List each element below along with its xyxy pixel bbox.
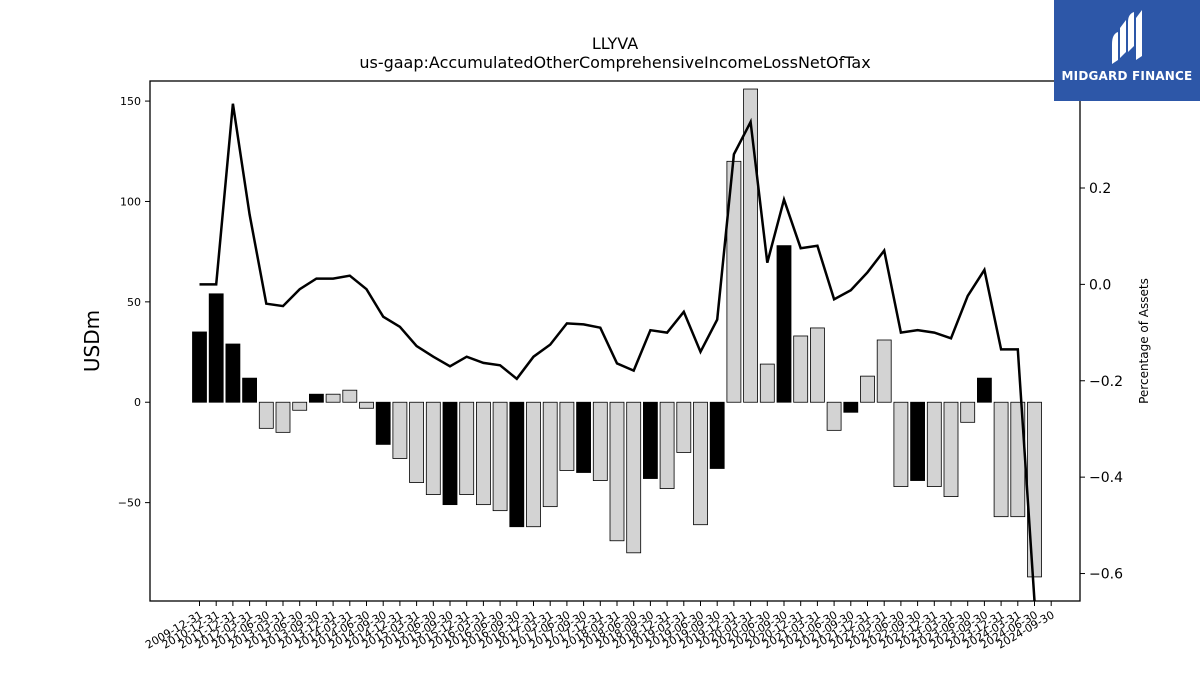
bar-2013-06-30 xyxy=(292,401,308,411)
y2-tick-label: 0.0 xyxy=(1089,277,1111,293)
bar-2023-12-31 xyxy=(993,401,1009,518)
y-tick-label: 150 xyxy=(120,95,141,108)
bar-2013-09-30 xyxy=(308,393,324,403)
percentage-line xyxy=(199,103,1036,602)
bar-2018-09-30 xyxy=(643,401,658,479)
bar-2018-12-31 xyxy=(659,401,675,489)
bar-2020-09-30 xyxy=(776,245,792,403)
bar-2015-12-31 xyxy=(459,401,475,495)
bar-2010-12-31 xyxy=(208,293,224,403)
bar-2018-06-30 xyxy=(626,401,642,554)
y-tick-label: 50 xyxy=(127,296,141,309)
y-axis-left: 150 100 50 0 −50 xyxy=(118,95,150,510)
bar-2017-03-31 xyxy=(542,401,558,508)
y2-tick-label: −0.6 xyxy=(1089,567,1123,583)
bar-2012-03-31 xyxy=(242,377,258,403)
bar-2020-03-31 xyxy=(743,88,758,403)
bar-2021-12-31 xyxy=(860,375,875,403)
line-layer xyxy=(199,103,1036,602)
bar-2014-09-30 xyxy=(375,401,391,445)
bar-2013-12-31 xyxy=(325,393,341,403)
midgard-logo-icon xyxy=(1112,10,1142,64)
bar-2016-09-30 xyxy=(509,401,525,528)
bar-2013-03-31 xyxy=(275,401,291,433)
brand-logo: MIDGARD FINANCE xyxy=(1054,0,1200,101)
y2-tick-label: −0.4 xyxy=(1089,470,1123,486)
bar-2020-12-31 xyxy=(793,335,809,403)
x-axis: 2009-12-312010-12-312011-12-312012-03-31… xyxy=(143,601,1057,652)
bar-2015-09-30 xyxy=(442,401,458,506)
bar-2016-06-30 xyxy=(492,401,508,512)
bar-2014-06-30 xyxy=(359,401,374,409)
y-tick-label: 100 xyxy=(120,195,141,208)
bar-2016-12-31 xyxy=(526,401,541,528)
bar-2017-06-30 xyxy=(559,401,575,471)
bar-2023-06-30 xyxy=(960,401,976,423)
bar-2011-12-31 xyxy=(225,343,241,403)
bar-2014-03-31 xyxy=(342,389,358,403)
bar-2023-03-31 xyxy=(943,401,959,497)
bar-2021-09-30 xyxy=(843,401,859,413)
y-tick-label: −50 xyxy=(118,497,141,510)
y2-tick-label: 0.2 xyxy=(1089,181,1111,197)
bar-2022-03-31 xyxy=(876,339,892,403)
chart-subtitle: us-gaap:AccumulatedOtherComprehensiveInc… xyxy=(359,53,870,72)
bar-2019-09-30 xyxy=(709,401,725,469)
bar-2020-06-30 xyxy=(759,363,775,403)
y-tick-label: 0 xyxy=(134,396,141,409)
bar-2018-03-31 xyxy=(609,401,625,542)
y2-axis-label: Percentage of Assets xyxy=(1137,278,1151,404)
bar-2012-06-30 xyxy=(258,401,274,429)
plot-frame xyxy=(149,80,1081,602)
bar-2022-12-31 xyxy=(926,401,942,487)
bar-2021-03-31 xyxy=(810,327,825,403)
bar-2014-12-31 xyxy=(392,401,408,459)
chart-title: LLYVA xyxy=(592,34,638,53)
bar-2024-06-30 xyxy=(1027,401,1042,578)
bar-2016-03-31 xyxy=(475,401,491,506)
y2-tick-label: −0.2 xyxy=(1089,374,1123,390)
bar-2015-06-30 xyxy=(425,401,441,495)
bars-layer xyxy=(192,88,1042,578)
brand-logo-text: MIDGARD FINANCE xyxy=(1061,69,1193,83)
y-axis-label: USDm xyxy=(80,310,104,372)
bar-2019-06-30 xyxy=(693,401,708,526)
bar-2022-09-30 xyxy=(910,401,925,481)
bar-2017-09-30 xyxy=(576,401,591,473)
bar-2019-03-31 xyxy=(676,401,692,453)
y-axis-right: 0.2 0.0 −0.2 −0.4 −0.6 xyxy=(1080,181,1123,583)
bar-2021-06-30 xyxy=(826,401,842,431)
bar-2009-12-31 xyxy=(192,331,207,403)
bar-2023-09-30 xyxy=(977,377,992,403)
bar-2022-06-30 xyxy=(893,401,909,487)
bar-2015-03-31 xyxy=(409,401,425,483)
bar-2017-12-31 xyxy=(592,401,608,481)
